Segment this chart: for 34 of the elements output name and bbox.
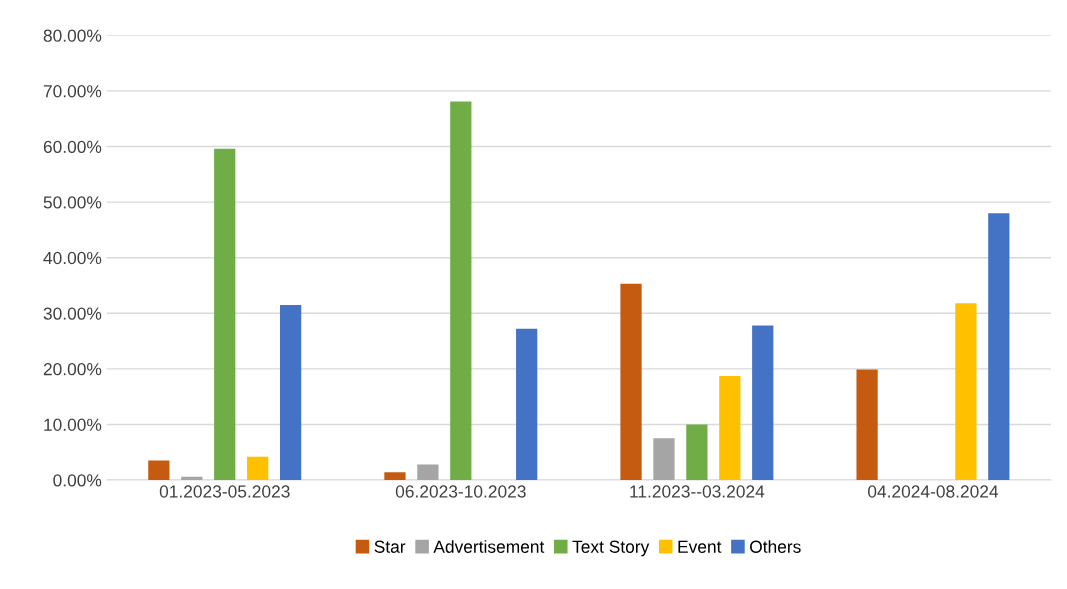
legend-label: Event	[678, 540, 722, 553]
bar	[719, 376, 741, 481]
bar	[620, 283, 642, 481]
y-tick-label: 40.00%	[43, 251, 102, 265]
y-tick-label: 80.00%	[43, 29, 102, 42]
y-tick-label: 10.00%	[44, 418, 102, 431]
bar	[384, 472, 406, 481]
bar	[247, 456, 269, 481]
y-tick-label: 20.00%	[43, 363, 102, 376]
y-tick-label: 60.00%	[43, 140, 102, 153]
bar	[653, 438, 675, 481]
bar	[279, 304, 302, 481]
bar	[686, 424, 708, 481]
y-tick-label: 30.00%	[43, 307, 102, 320]
x-tick-label: 01.2023-05.2023	[159, 485, 290, 498]
y-tick-label: 70.00%	[43, 85, 102, 98]
bar	[417, 464, 439, 481]
bar	[516, 328, 538, 481]
bar	[214, 148, 236, 481]
bar	[856, 369, 878, 481]
bar	[450, 101, 472, 481]
bar	[955, 303, 977, 481]
legend-label: Text Story	[572, 540, 650, 557]
legend-label: Advertisement	[433, 540, 545, 553]
legend-label: Star	[374, 540, 406, 553]
bar	[752, 325, 774, 481]
bar	[988, 213, 1010, 481]
y-tick-label: 0.00%	[53, 474, 102, 487]
y-tick-label: 50.00%	[43, 196, 102, 209]
bar	[148, 460, 170, 481]
x-tick-label: 06.2023-10.2023	[395, 485, 526, 498]
x-tick-label: 04.2024-08.2024	[868, 485, 999, 498]
legend-label: Others	[750, 540, 801, 553]
x-tick-label: 11.2023--03.2024	[630, 485, 765, 498]
